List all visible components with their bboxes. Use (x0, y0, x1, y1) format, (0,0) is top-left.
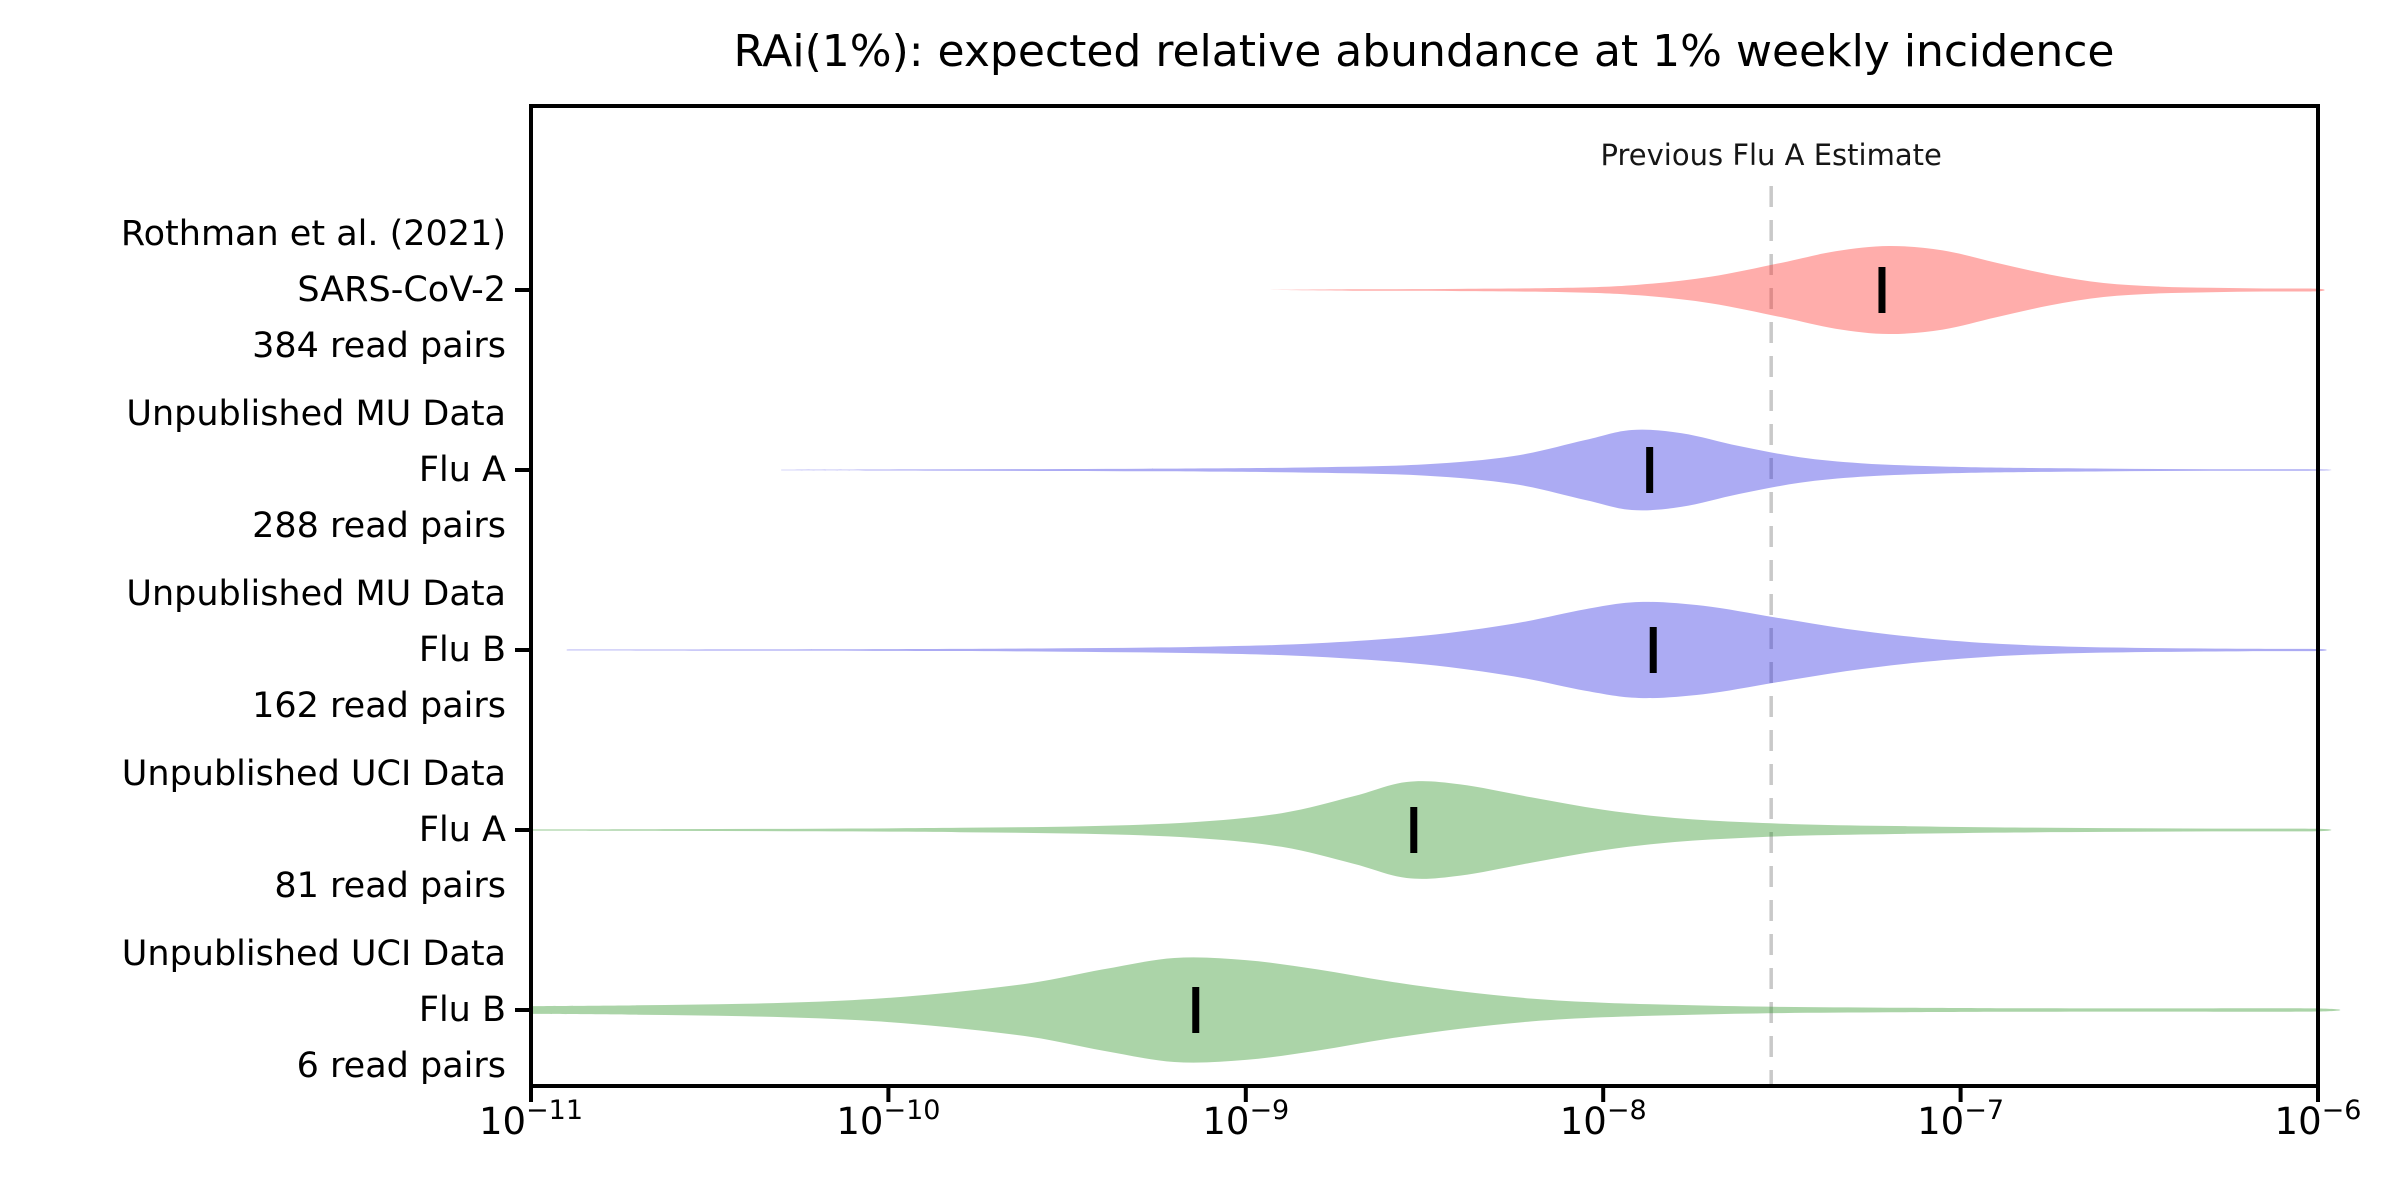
x-tick-exponent: −10 (883, 1095, 941, 1126)
y-category-label-line: Rothman et al. (2021) (120, 214, 506, 254)
reference-line-label: Previous Flu A Estimate (1600, 138, 1942, 172)
y-category-label-line: Flu B (418, 990, 506, 1030)
y-category-label-line: Flu B (418, 630, 506, 670)
x-tick-label: 10−7 (1917, 1095, 2004, 1143)
x-tick-base: 10 (836, 1100, 884, 1143)
violin-flu-a-3 (531, 781, 2332, 879)
median-marker (1646, 447, 1654, 493)
x-tick-base: 10 (2274, 1100, 2322, 1143)
x-tick-base: 10 (478, 1100, 527, 1143)
x-tick-exponent: −7 (1964, 1095, 2005, 1126)
x-tick-exponent: −6 (2321, 1095, 2362, 1126)
violin-flu-a-1 (781, 429, 2332, 511)
y-category-label-line: 81 read pairs (274, 866, 506, 906)
x-tick-base: 10 (1917, 1100, 1965, 1143)
x-tick-label: 10−8 (1559, 1095, 1647, 1143)
y-category-label-line: 384 read pairs (252, 326, 506, 366)
y-category-label: Unpublished MU Data Flu A 288 read pairs (0, 386, 506, 554)
y-category-label-line: Unpublished MU Data (126, 574, 506, 614)
x-tick-label: 10−11 (478, 1095, 583, 1143)
x-tick-base: 10 (1559, 1100, 1607, 1143)
violin-sars-cov-2-0 (1263, 245, 2325, 335)
y-category-label: Unpublished MU Data Flu B 162 read pairs (0, 566, 506, 734)
median-marker (1410, 807, 1418, 853)
median-marker (1878, 267, 1886, 313)
y-category-label-line: Unpublished MU Data (126, 394, 506, 434)
y-category-label-line: 6 read pairs (296, 1046, 506, 1086)
violin-flu-b-4 (531, 957, 2341, 1063)
x-tick-exponent: −9 (1249, 1095, 1290, 1126)
x-tick-exponent: −11 (526, 1095, 584, 1126)
y-category-label-line: 288 read pairs (252, 506, 506, 546)
x-tick-label: 10−6 (2274, 1095, 2362, 1143)
y-category-label-line: Unpublished UCI Data (121, 754, 506, 794)
x-tick-label: 10−9 (1202, 1095, 1289, 1143)
y-category-label-line: Unpublished UCI Data (121, 934, 506, 974)
y-category-label-line: SARS-CoV-2 (297, 270, 506, 310)
y-category-label: Unpublished UCI Data Flu B 6 read pairs (0, 926, 506, 1094)
y-category-label: Unpublished UCI Data Flu A 81 read pairs (0, 746, 506, 914)
axes-box (529, 104, 2320, 1088)
chart-title: RAi(1%): expected relative abundance at … (733, 26, 2115, 77)
median-marker (1649, 627, 1657, 673)
y-category-label-line: 162 read pairs (252, 686, 506, 726)
y-category-label: Rothman et al. (2021) SARS-CoV-2 384 read … (0, 206, 506, 374)
violin-flu-b-2 (566, 601, 2327, 699)
x-tick-base: 10 (1202, 1100, 1250, 1143)
y-category-label-line: Flu A (418, 450, 506, 490)
y-category-label-line: Flu A (418, 810, 506, 850)
x-tick-label: 10−10 (836, 1095, 940, 1143)
median-marker (1192, 987, 1200, 1033)
x-tick-exponent: −8 (1606, 1095, 1647, 1126)
